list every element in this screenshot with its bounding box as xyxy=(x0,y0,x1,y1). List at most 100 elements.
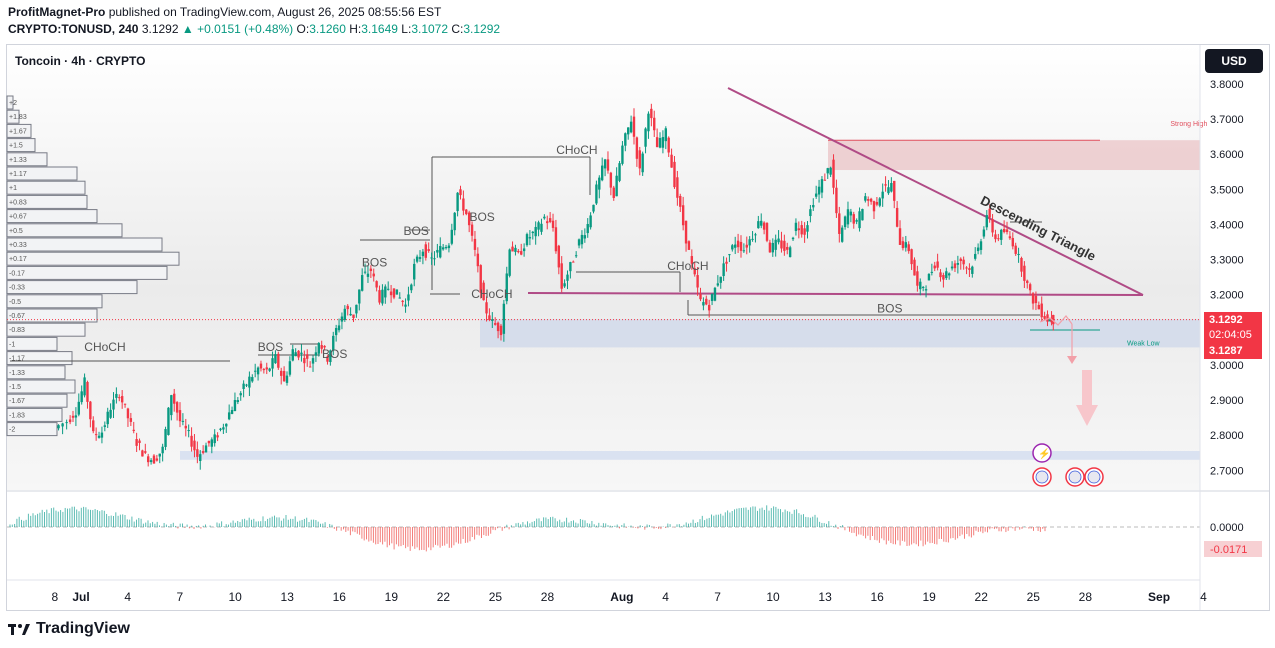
currency-button[interactable]: USD xyxy=(1205,49,1263,73)
candle-body xyxy=(710,293,714,301)
candle-body xyxy=(314,352,318,356)
candle-body xyxy=(1043,316,1046,319)
candle-body xyxy=(118,397,121,399)
candle-body xyxy=(627,127,630,135)
candle-body xyxy=(219,428,222,430)
candle-body xyxy=(415,256,419,262)
symbol-label[interactable]: CRYPTO:TONUSD, 240 xyxy=(8,22,139,36)
candle-body xyxy=(551,220,555,228)
candle-body xyxy=(1048,319,1052,322)
candle-body xyxy=(236,400,240,403)
candle-body xyxy=(739,241,743,251)
candle-body xyxy=(722,263,725,277)
candle-body xyxy=(465,209,468,215)
candle-body xyxy=(1040,303,1043,318)
high-label: H: xyxy=(349,22,362,36)
candle-body xyxy=(74,415,78,418)
candle-body xyxy=(502,303,506,334)
candle-body xyxy=(89,401,92,420)
candle-body xyxy=(230,410,234,414)
open-value: 3.1260 xyxy=(309,22,346,36)
candle-body xyxy=(392,288,396,298)
candle-body xyxy=(135,439,138,446)
candle-body xyxy=(537,222,540,230)
candle-body xyxy=(410,284,413,291)
candle-body xyxy=(115,393,118,398)
candle-body xyxy=(265,367,268,370)
candle-body xyxy=(1002,228,1006,233)
candle-body xyxy=(459,189,462,196)
candle-body xyxy=(768,242,772,253)
candle-body xyxy=(907,244,910,252)
candle-body xyxy=(971,266,974,274)
candle-body xyxy=(144,451,147,453)
candle-body xyxy=(716,283,720,286)
volume-profile-label: +0.83 xyxy=(9,199,27,206)
volume-profile-label: -1.83 xyxy=(9,412,25,419)
candle-body xyxy=(794,222,798,232)
candle-body xyxy=(360,275,364,291)
volume-profile-bar xyxy=(6,95,14,110)
candle-body xyxy=(982,229,986,237)
volume-profile-bar xyxy=(6,138,36,153)
candle-body xyxy=(297,350,300,358)
candle-body xyxy=(378,290,381,303)
candle-body xyxy=(387,288,390,290)
candle-body xyxy=(572,261,575,263)
candle-body xyxy=(826,168,829,174)
volume-profile-label: +0.5 xyxy=(9,228,23,235)
y-tick-label: 2.8000 xyxy=(1210,430,1244,442)
candle-body xyxy=(560,263,563,289)
candle-body xyxy=(248,376,251,388)
candle-body xyxy=(832,159,835,188)
candle-body xyxy=(395,289,399,295)
volume-profile-label: +1 xyxy=(9,185,17,192)
candle-body xyxy=(791,237,795,240)
strong-high-label: Strong High xyxy=(1170,121,1207,128)
candle-body xyxy=(861,208,864,221)
candle-body xyxy=(372,273,375,277)
candle-body xyxy=(369,268,373,272)
volume-profile-bar xyxy=(6,209,98,224)
candle-body xyxy=(788,247,792,258)
annotation-label: BOS xyxy=(362,256,387,270)
tradingview-logo[interactable]: TradingView xyxy=(8,620,130,638)
candle-body xyxy=(904,242,908,248)
candle-body xyxy=(349,313,352,316)
candle-body xyxy=(511,246,514,252)
candle-body xyxy=(499,325,503,336)
publisher-name[interactable]: ProfitMagnet-Pro xyxy=(8,5,106,19)
candle-body xyxy=(92,420,95,432)
candle-body xyxy=(123,403,127,405)
candle-body xyxy=(337,325,341,331)
x-tick-label: 16 xyxy=(870,590,884,604)
lightning-icon[interactable] xyxy=(1032,443,1052,463)
candle-body xyxy=(939,272,942,278)
candle-body xyxy=(540,223,543,232)
volume-profile-label: +0.33 xyxy=(9,242,27,249)
candle-body xyxy=(441,247,445,250)
volume-profile-label: -0.5 xyxy=(9,299,21,306)
candle-body xyxy=(80,391,83,403)
candle-body xyxy=(543,216,546,219)
candle-body xyxy=(930,271,934,273)
annotation-label: BOS xyxy=(258,340,283,354)
candle-body xyxy=(352,314,355,319)
candle-body xyxy=(216,435,219,438)
candle-body xyxy=(444,247,448,249)
candle-body xyxy=(447,245,451,249)
x-tick-label: 25 xyxy=(1027,590,1041,604)
us-flag-inner xyxy=(1087,470,1101,484)
candle-body xyxy=(916,271,919,286)
candle-body xyxy=(988,208,991,218)
candle-body xyxy=(407,294,410,301)
candle-body xyxy=(485,302,488,314)
candle-body xyxy=(520,251,523,255)
candle-body xyxy=(823,179,827,181)
candle-body xyxy=(956,263,960,265)
candle-body xyxy=(566,274,569,281)
candle-body xyxy=(355,304,358,314)
candle-body xyxy=(430,257,433,259)
candle-body xyxy=(470,224,474,236)
